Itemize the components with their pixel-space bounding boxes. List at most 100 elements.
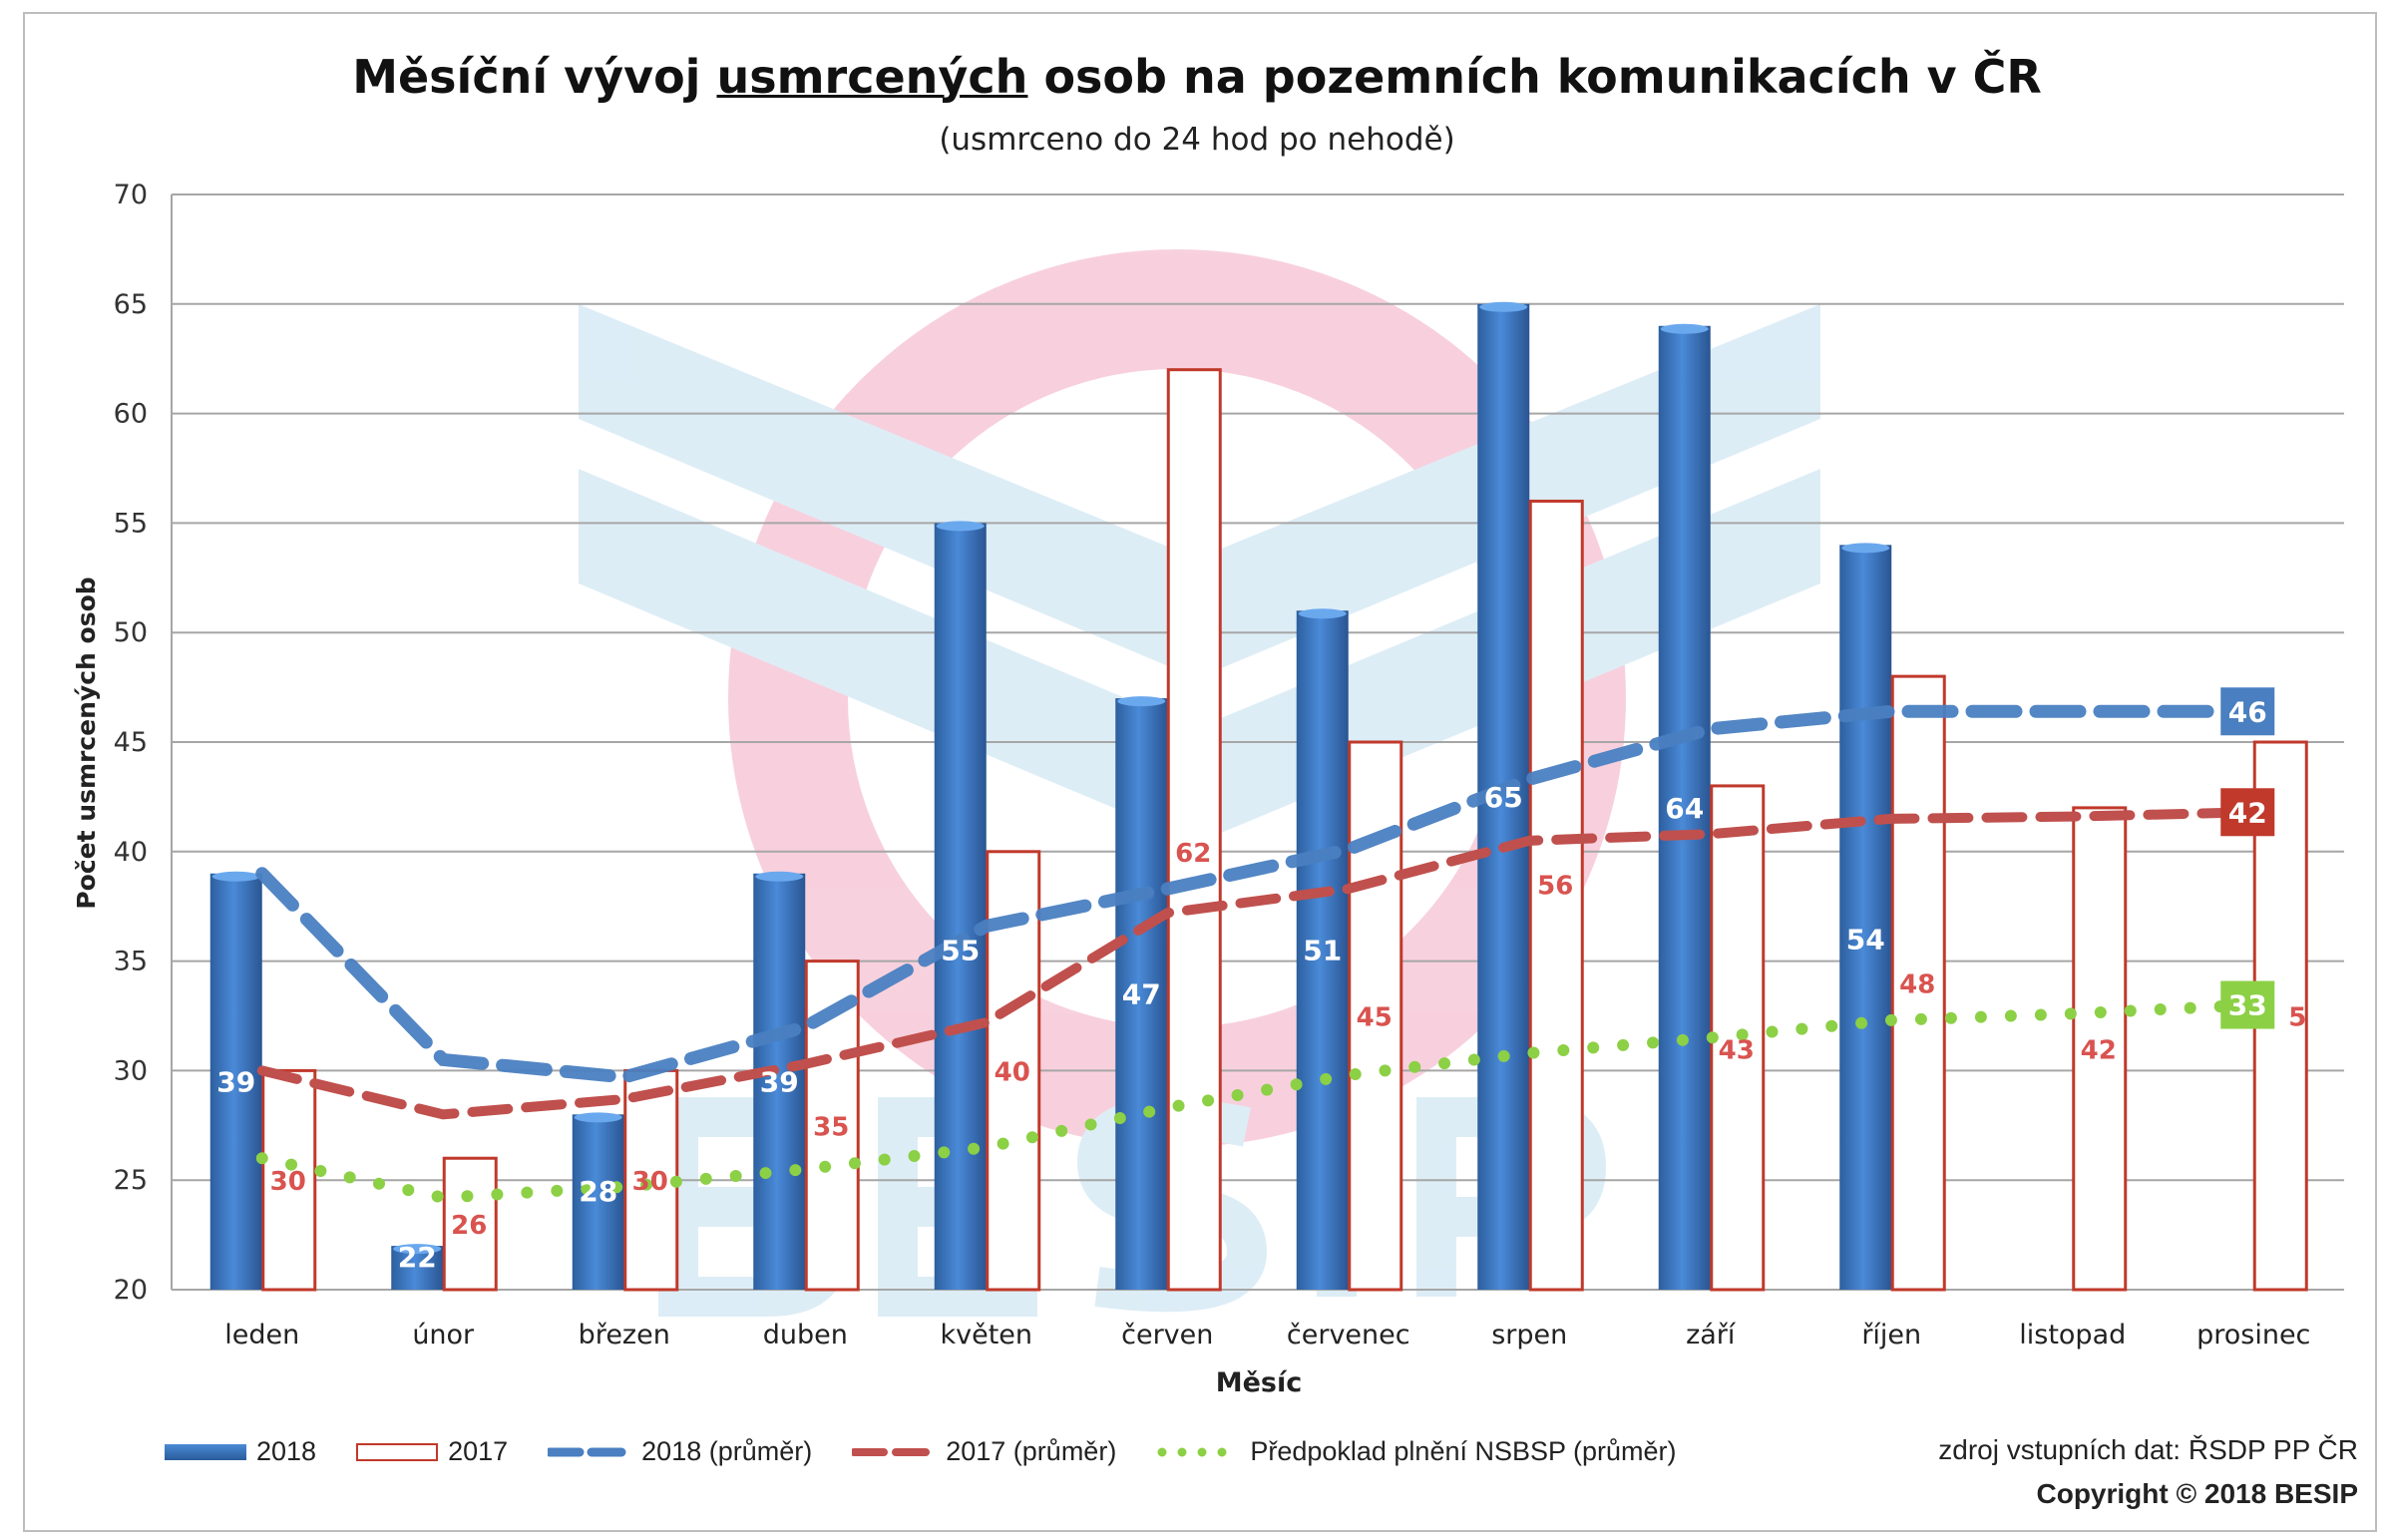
x-tick-label: červenec bbox=[1287, 1320, 1410, 1350]
gridlines bbox=[171, 193, 2344, 1291]
bar-2018-cap bbox=[211, 871, 260, 882]
bar-label-2018: 39 bbox=[760, 1065, 799, 1098]
bar-label-2017: 48 bbox=[1899, 970, 1935, 1000]
y-tick-label: 35 bbox=[114, 947, 148, 977]
bar-2018-cap bbox=[1479, 301, 1528, 312]
legend-label: 2017 (průměr) bbox=[946, 1436, 1117, 1466]
bar-2018 bbox=[209, 873, 262, 1290]
bar-label-2018: 65 bbox=[1484, 781, 1523, 814]
bar-label-2017: 30 bbox=[632, 1167, 668, 1197]
source-block: zdroj vstupních dat: ŘSDP PP ČR Copyrigh… bbox=[1938, 1428, 2358, 1516]
x-tick-label: duben bbox=[763, 1320, 848, 1350]
bar-label-2018: 47 bbox=[1122, 978, 1161, 1011]
bar-label-2017: 40 bbox=[995, 1057, 1030, 1087]
line-2018-avg bbox=[255, 704, 2260, 1084]
data-labels: 39 22 28 39 55 47 51 65 64 54 30 26 30 35 40 62 45 56 43 48… bbox=[216, 687, 2306, 1274]
bar-label-2017: 43 bbox=[1719, 1035, 1755, 1065]
legend-label: 2018 bbox=[256, 1436, 317, 1466]
x-tick-label: červen bbox=[1121, 1320, 1213, 1350]
line-nsbsp bbox=[255, 998, 2260, 1204]
source-text: zdroj vstupních dat: ŘSDP PP ČR bbox=[1938, 1434, 2358, 1465]
bar-label-2018: 55 bbox=[941, 935, 980, 967]
end-label-box bbox=[2220, 687, 2275, 736]
bar-2018 bbox=[753, 873, 806, 1290]
bar-2018 bbox=[934, 523, 987, 1290]
x-axis-title: Měsíc bbox=[1216, 1367, 1303, 1398]
bar-2018-cap bbox=[1298, 608, 1347, 619]
bar-2018-cap bbox=[1660, 323, 1709, 334]
x-tick-label: březen bbox=[579, 1320, 670, 1350]
legend-item-2018: 2018 bbox=[165, 1436, 316, 1467]
bar-label-2017: 56 bbox=[1537, 872, 1573, 902]
legend-label: 2018 (průměr) bbox=[641, 1436, 813, 1466]
legend-swatch-dotted-green bbox=[1157, 1447, 1241, 1456]
legend-label: Předpoklad plnění NSBSP (průměr) bbox=[1250, 1436, 1677, 1466]
y-tick-label: 30 bbox=[114, 1055, 148, 1086]
end-label-box bbox=[2220, 980, 2275, 1029]
bar-label-2018: 39 bbox=[216, 1065, 255, 1098]
bar-2018-cap bbox=[936, 521, 985, 532]
bar-2018 bbox=[1296, 610, 1349, 1290]
y-tick-label: 60 bbox=[114, 399, 148, 430]
bar-label-2017: 62 bbox=[1175, 839, 1211, 869]
bar-2018-cap bbox=[574, 1112, 622, 1123]
bar-label-2017: 35 bbox=[813, 1112, 849, 1142]
end-label: 33 bbox=[2228, 989, 2267, 1022]
x-axis-labels: leden únor březen duben květen červen červenec… bbox=[224, 1320, 2310, 1350]
chart-title: Měsíční vývoj usmrcených osob na pozemní… bbox=[0, 50, 2394, 104]
end-label: 42 bbox=[2228, 796, 2267, 829]
x-tick-label: prosinec bbox=[2196, 1320, 2310, 1350]
x-tick-label: říjen bbox=[1861, 1320, 1921, 1350]
bar-2017 bbox=[1890, 674, 1946, 1292]
bar-label-2018: 22 bbox=[398, 1241, 437, 1274]
bars bbox=[209, 301, 2308, 1292]
x-tick-label: květen bbox=[940, 1320, 1032, 1350]
x-tick-label: srpen bbox=[1491, 1320, 1567, 1350]
legend-swatch-bar bbox=[165, 1443, 246, 1460]
title-part: osob na pozemních komunikacích v ČR bbox=[1027, 50, 2042, 104]
bar-label-2017: 45 bbox=[1357, 1003, 1393, 1033]
bar-2018 bbox=[1839, 545, 1892, 1290]
y-tick-label: 70 bbox=[114, 180, 148, 210]
end-label-box bbox=[2220, 788, 2275, 837]
title-part: Měsíční vývoj bbox=[352, 50, 717, 104]
bar-2018-cap bbox=[1117, 696, 1166, 707]
bar-2017 bbox=[1166, 368, 1222, 1292]
bar-2017 bbox=[261, 1068, 317, 1292]
x-tick-label: září bbox=[1686, 1320, 1737, 1350]
legend-swatch-outline bbox=[356, 1442, 439, 1461]
x-tick-label: listopad bbox=[2019, 1320, 2126, 1350]
x-tick-label: leden bbox=[224, 1320, 299, 1350]
end-label: 46 bbox=[2228, 695, 2267, 728]
y-tick-label: 45 bbox=[114, 727, 148, 758]
average-lines bbox=[255, 704, 2260, 1204]
y-tick-label: 55 bbox=[114, 508, 148, 539]
bar-2018 bbox=[572, 1114, 624, 1290]
bar-2017 bbox=[1528, 499, 1584, 1292]
y-tick-label: 40 bbox=[114, 837, 148, 868]
chart-subtitle: (usmrceno do 24 hod po nehodě) bbox=[939, 122, 1455, 158]
legend-item-2017-avg: 2017 (průměr) bbox=[852, 1436, 1116, 1467]
legend-swatch-dashed-red bbox=[852, 1447, 937, 1456]
line-2017-avg bbox=[256, 807, 2259, 1120]
y-tick-label: 50 bbox=[114, 617, 148, 648]
bar-label-2017: 30 bbox=[270, 1167, 306, 1197]
bar-2018 bbox=[1115, 698, 1168, 1290]
legend-label: 2017 bbox=[448, 1436, 509, 1466]
bar-label-2018: 51 bbox=[1303, 935, 1342, 967]
bar-label-2017: 26 bbox=[451, 1211, 487, 1241]
bar-2018 bbox=[1658, 325, 1711, 1290]
bar-label-2018: 64 bbox=[1665, 792, 1704, 825]
y-tick-label: 20 bbox=[114, 1275, 148, 1306]
legend-swatch-dashed-blue bbox=[548, 1447, 632, 1456]
bar-2017 bbox=[2072, 806, 2128, 1292]
bar-label-2018: 28 bbox=[579, 1175, 617, 1208]
title-underlined: usmrcených bbox=[716, 50, 1028, 104]
y-tick-label: 25 bbox=[114, 1165, 148, 1196]
legend-item-nsbsp: Předpoklad plnění NSBSP (průměr) bbox=[1156, 1436, 1677, 1467]
bar-label-2017: 42 bbox=[2081, 1035, 2117, 1065]
bar-label-2018: 54 bbox=[1846, 924, 1885, 957]
bar-2018-cap bbox=[1841, 543, 1890, 554]
y-axis-ticks: 20 25 30 35 40 45 50 55 60 65 70 bbox=[114, 180, 148, 1306]
